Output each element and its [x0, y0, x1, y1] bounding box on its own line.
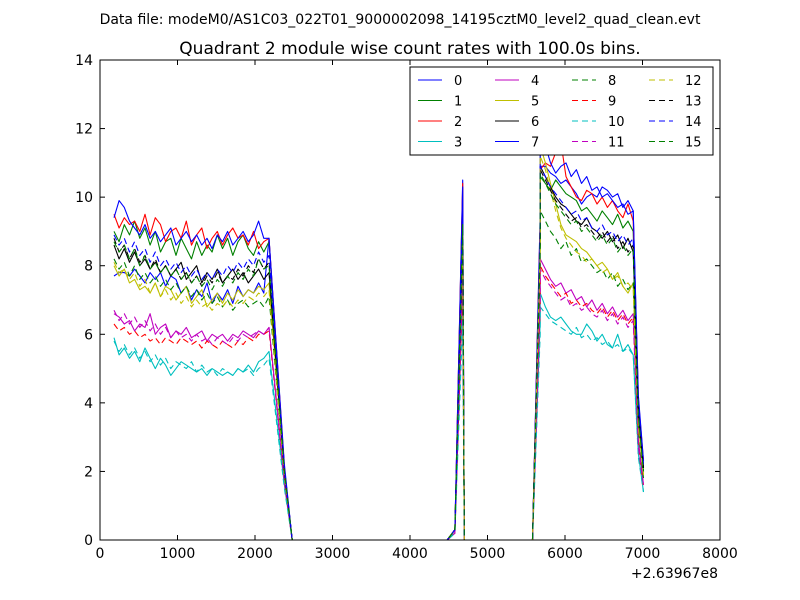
series-line-10 [113, 306, 645, 541]
x-tick-label-0: 0 [96, 546, 105, 562]
y-tick-label-4: 4 [84, 396, 93, 412]
axes-layer: 0 1000 2000 3000 4000 5000 6000 7000 80000246810… [75, 53, 738, 562]
legend-label-9: 9 [608, 95, 616, 110]
y-tick-label-14: 14 [75, 53, 93, 69]
x-tick-label-7000: 7000 [625, 546, 661, 562]
legend-label-4: 4 [531, 74, 539, 89]
y-tick-label-2: 2 [84, 464, 93, 480]
legend-label-2: 2 [454, 115, 462, 130]
chart-title: Quadrant 2 module wise count rates with … [179, 39, 640, 59]
figure-suptitle: Data file: modeM0/AS1C03_022T01_90000020… [100, 12, 701, 28]
x-tick-label-6000: 6000 [547, 546, 583, 562]
x-tick-label-4000: 4000 [392, 546, 428, 562]
x-tick-label-8000: 8000 [702, 546, 738, 562]
y-tick-label-8: 8 [84, 259, 93, 275]
legend-label-10: 10 [608, 115, 625, 130]
legend-label-6: 6 [531, 115, 539, 130]
series-line-15 [113, 172, 645, 541]
x-tick-label-3000: 3000 [315, 546, 351, 562]
legend-label-12: 12 [685, 74, 702, 89]
y-tick-label-0: 0 [84, 533, 93, 549]
y-tick-label-10: 10 [75, 190, 93, 206]
legend-label-0: 0 [454, 74, 462, 89]
x-tick-label-1000: 1000 [160, 546, 196, 562]
legend-label-7: 7 [531, 136, 539, 151]
x-offset-label: +2.63967e8 [631, 566, 718, 582]
y-tick-label-6: 6 [84, 327, 93, 343]
legend-label-1: 1 [454, 95, 462, 110]
legend-label-14: 14 [685, 115, 702, 130]
legend-box [409, 66, 714, 156]
legend-label-11: 11 [608, 136, 625, 151]
y-tick-label-12: 12 [75, 122, 93, 138]
x-tick-label-5000: 5000 [470, 546, 506, 562]
legend-label-3: 3 [454, 136, 462, 151]
x-tick-label-2000: 2000 [237, 546, 273, 562]
legend-label-15: 15 [685, 136, 702, 151]
series-line-8 [113, 210, 645, 541]
legend-label-5: 5 [531, 95, 539, 110]
legend-label-13: 13 [685, 95, 702, 110]
legend-label-8: 8 [608, 74, 616, 89]
